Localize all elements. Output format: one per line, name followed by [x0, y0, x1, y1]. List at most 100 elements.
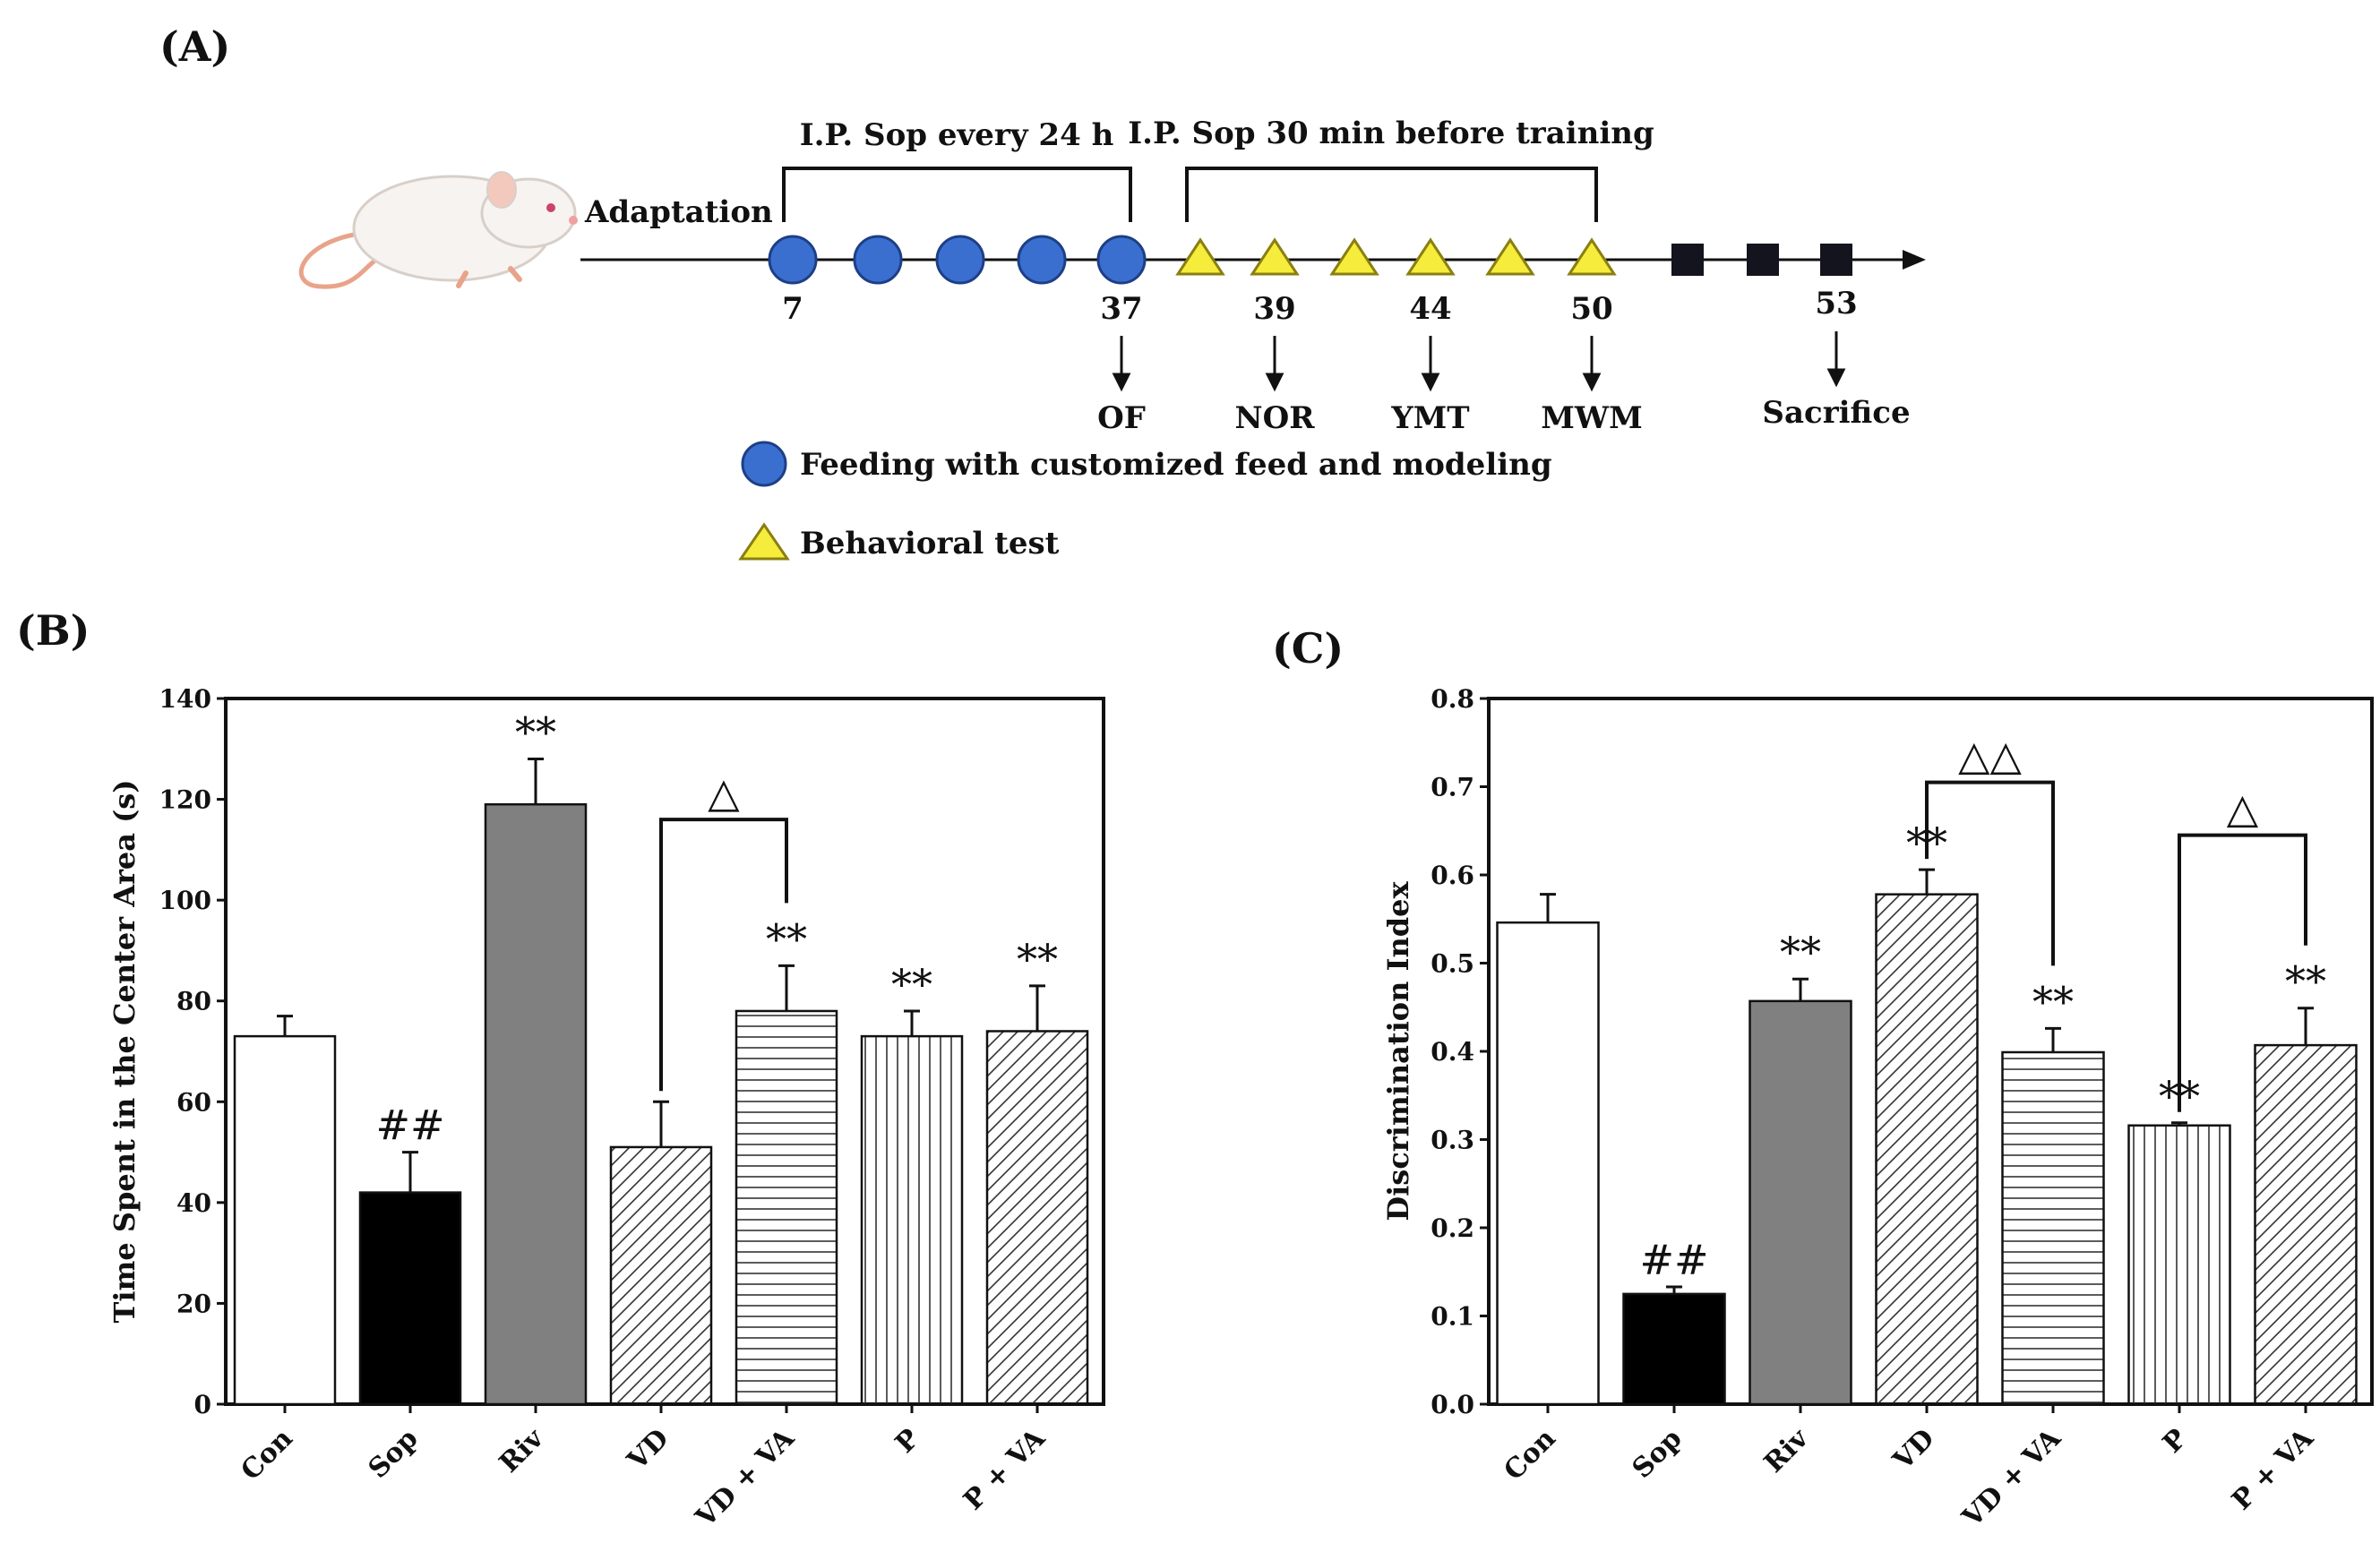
mouse-ear: [486, 171, 517, 209]
y-tick-label: 0.4: [1431, 1037, 1474, 1067]
y-tick-label: 120: [159, 785, 211, 815]
x-tick-label: P + VA: [958, 1422, 1052, 1516]
x-tick-label: Con: [1498, 1423, 1561, 1487]
x-tick-label: P + VA: [2226, 1422, 2320, 1516]
sacrifice-marker: [1671, 244, 1704, 276]
bar: [1622, 1292, 1726, 1406]
x-tick-label: Riv: [494, 1422, 551, 1479]
bar: [2001, 1050, 2105, 1406]
day-label: 50: [1570, 291, 1612, 327]
bar: [233, 1034, 337, 1406]
feeding-marker: [935, 235, 985, 285]
y-tick-label: 60: [176, 1087, 211, 1117]
y-tick-label: 0.6: [1431, 861, 1474, 890]
sacrifice-marker: [1820, 244, 1852, 276]
bar: [1496, 921, 1600, 1406]
comparison-bracket-label: △: [708, 768, 740, 817]
bar: [2254, 1043, 2358, 1406]
test-label-sacrifice: Sacrifice: [1762, 395, 1910, 431]
y-tick-label: 0.5: [1431, 949, 1474, 979]
significance-mark: **: [766, 914, 807, 963]
test-label-nor: NOR: [1235, 400, 1316, 436]
y-tick-label: 0.1: [1431, 1302, 1474, 1332]
mouse-feet: [456, 266, 522, 288]
x-tick-label: Riv: [1758, 1422, 1816, 1479]
significance-mark: **: [515, 708, 556, 757]
chart-b: 0 20 40 60 80 100 120 140 Time Spent in the Cent…: [107, 684, 1105, 1534]
comparison-bracket: [659, 818, 788, 1092]
behavior-marker: [1250, 237, 1300, 276]
bracket-pretraining-sop-label: I.P. Sop 30 min before training: [1128, 116, 1654, 151]
bar: [735, 1009, 838, 1406]
x-tick-label: Sop: [363, 1423, 425, 1485]
x-tick-label: Sop: [1627, 1423, 1688, 1485]
bar: [2127, 1124, 2231, 1406]
feeding-marker: [768, 235, 818, 285]
feeding-markers: [768, 235, 1147, 285]
sacrifice-markers: [1671, 244, 1852, 276]
mouse-eye: [546, 203, 555, 212]
y-tick-label: 0.3: [1431, 1126, 1474, 1155]
panel-a: (A) Adaptation I.P. Sop every 24 h I.P. …: [159, 22, 1926, 561]
day-label: 37: [1100, 291, 1142, 327]
bar: [1875, 893, 1979, 1406]
comparison-bracket: [2178, 833, 2307, 1112]
behavior-marker: [1329, 237, 1379, 276]
feeding-marker: [1017, 235, 1067, 285]
x-tick-label: P: [2157, 1423, 2194, 1460]
adaptation-label: Adaptation: [584, 194, 773, 230]
y-tick-label: 100: [159, 886, 211, 915]
comparison-bracket-label: △△: [1958, 732, 2022, 780]
x-tick-label: VD: [1886, 1423, 1940, 1477]
y-tick-label: 20: [176, 1289, 211, 1318]
timeline-legend: Feeding with customized feed and modelin…: [738, 441, 1552, 561]
y-tick-label: 0.7: [1431, 773, 1474, 802]
significance-mark: **: [2285, 957, 2326, 1006]
x-tick-label: VD + VA: [1956, 1422, 2068, 1534]
feeding-marker: [853, 235, 903, 285]
chart-c: 0.0 0.1 0.2 0.3 0.4 0.5 0.6 0.7 0.8 Discriminatio…: [1381, 684, 2374, 1534]
timeline-arrowhead: [1903, 250, 1926, 270]
y-tick-label: 140: [159, 684, 211, 714]
test-arrows: [1112, 331, 1846, 392]
behavior-markers: [1175, 237, 1617, 276]
y-axis-label: Time Spent in the Center Area (s): [107, 780, 142, 1324]
y-tick-label: 0.8: [1431, 684, 1474, 714]
test-label-mwm: MWM: [1541, 400, 1642, 436]
day-label: 39: [1253, 291, 1295, 327]
feeding-marker: [1096, 235, 1147, 285]
day-labels: 7 37 39 44 50 53: [782, 286, 1858, 327]
significance-mark: **: [891, 960, 932, 1008]
day-label: 53: [1815, 286, 1857, 321]
significance-mark: **: [1780, 928, 1821, 976]
y-tick-label: 0: [194, 1390, 211, 1419]
panel-label-b: (B): [16, 606, 90, 655]
bar: [358, 1191, 462, 1406]
bracket-pretraining-sop: [1185, 167, 1598, 222]
legend-feeding-icon: [741, 441, 787, 487]
y-axis-label: Discrimination Index: [1381, 880, 1415, 1221]
bar: [860, 1034, 964, 1406]
legend-behavior-label: Behavioral test: [800, 526, 1060, 561]
bar: [484, 802, 588, 1406]
y-tick-label: 40: [176, 1188, 211, 1218]
mouse-tail: [298, 232, 378, 289]
test-label-of: OF: [1097, 400, 1146, 436]
y-tick-label: 80: [176, 987, 211, 1016]
day-label: 44: [1409, 291, 1451, 327]
x-tick-label: Con: [235, 1423, 298, 1487]
bracket-daily-sop: [782, 167, 1132, 222]
bar: [1748, 999, 1852, 1406]
behavior-marker: [1567, 237, 1617, 276]
x-tick-label: VD + VA: [690, 1422, 802, 1534]
significance-mark: ##: [1639, 1236, 1708, 1284]
significance-mark: **: [1017, 935, 1058, 983]
behavior-marker: [1405, 237, 1456, 276]
mouse-illustration: [298, 171, 578, 289]
legend-feeding-label: Feeding with customized feed and modelin…: [800, 447, 1552, 483]
x-tick-label: VD: [621, 1423, 674, 1477]
significance-mark: **: [2032, 977, 2074, 1025]
behavior-marker: [1485, 237, 1535, 276]
behavior-marker: [1175, 237, 1225, 276]
